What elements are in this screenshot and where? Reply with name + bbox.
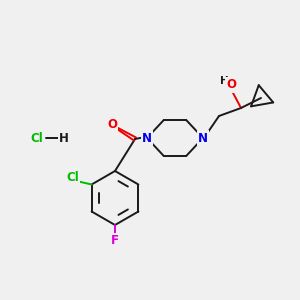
- Text: O: O: [107, 118, 117, 131]
- Text: H: H: [59, 131, 69, 145]
- Text: O: O: [226, 79, 236, 92]
- Text: F: F: [111, 235, 119, 248]
- Text: N: N: [198, 131, 208, 145]
- Text: H: H: [220, 76, 228, 86]
- Text: N: N: [142, 131, 152, 145]
- Text: Cl: Cl: [66, 171, 79, 184]
- Text: Cl: Cl: [31, 131, 44, 145]
